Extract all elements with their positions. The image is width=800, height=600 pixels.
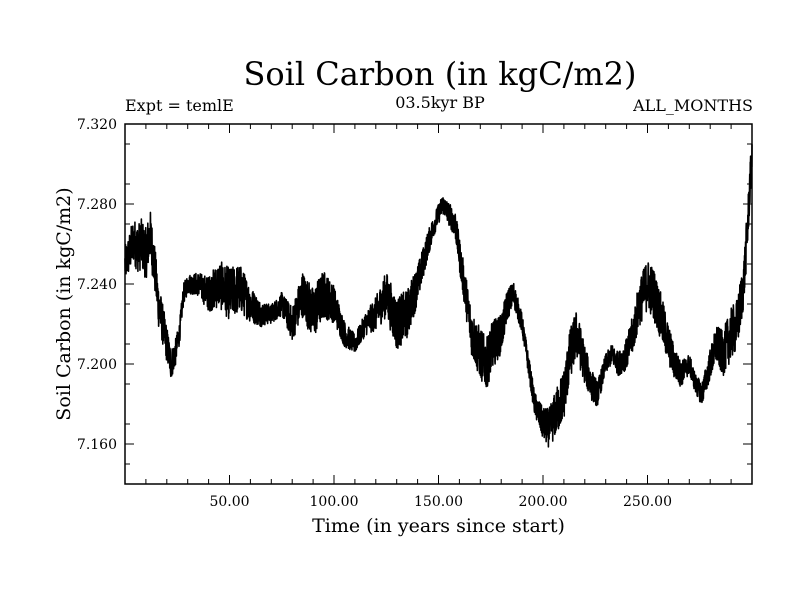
x-tick-label: 250.00 [623, 494, 672, 510]
y-tick-label: 7.280 [77, 197, 117, 213]
axis-ticks: 7.160 7.200 7.240 7.280 7.320 50.00 100.00 150.… [77, 117, 752, 510]
y-tick-label: 7.200 [77, 357, 117, 373]
series-group [124, 144, 753, 448]
x-tick-label: 50.00 [209, 494, 249, 510]
chart-title: Soil Carbon (in kgC/m2) [243, 55, 637, 93]
months-label: ALL_MONTHS [633, 96, 753, 115]
x-axis-label: Time (in years since start) [312, 515, 565, 537]
series-line-soil-carbon [124, 144, 753, 448]
y-tick-label: 7.160 [77, 437, 117, 453]
x-tick-label: 200.00 [519, 494, 568, 510]
experiment-label: Expt = temlE [125, 96, 234, 115]
y-axis-label: Soil Carbon (in kgC/m2) [53, 187, 75, 420]
chart-subtitle: 03.5kyr BP [395, 93, 485, 112]
y-tick-label: 7.320 [77, 117, 117, 133]
x-tick-label: 100.00 [310, 494, 359, 510]
x-tick-label: 150.00 [414, 494, 463, 510]
y-tick-label: 7.240 [77, 277, 117, 293]
